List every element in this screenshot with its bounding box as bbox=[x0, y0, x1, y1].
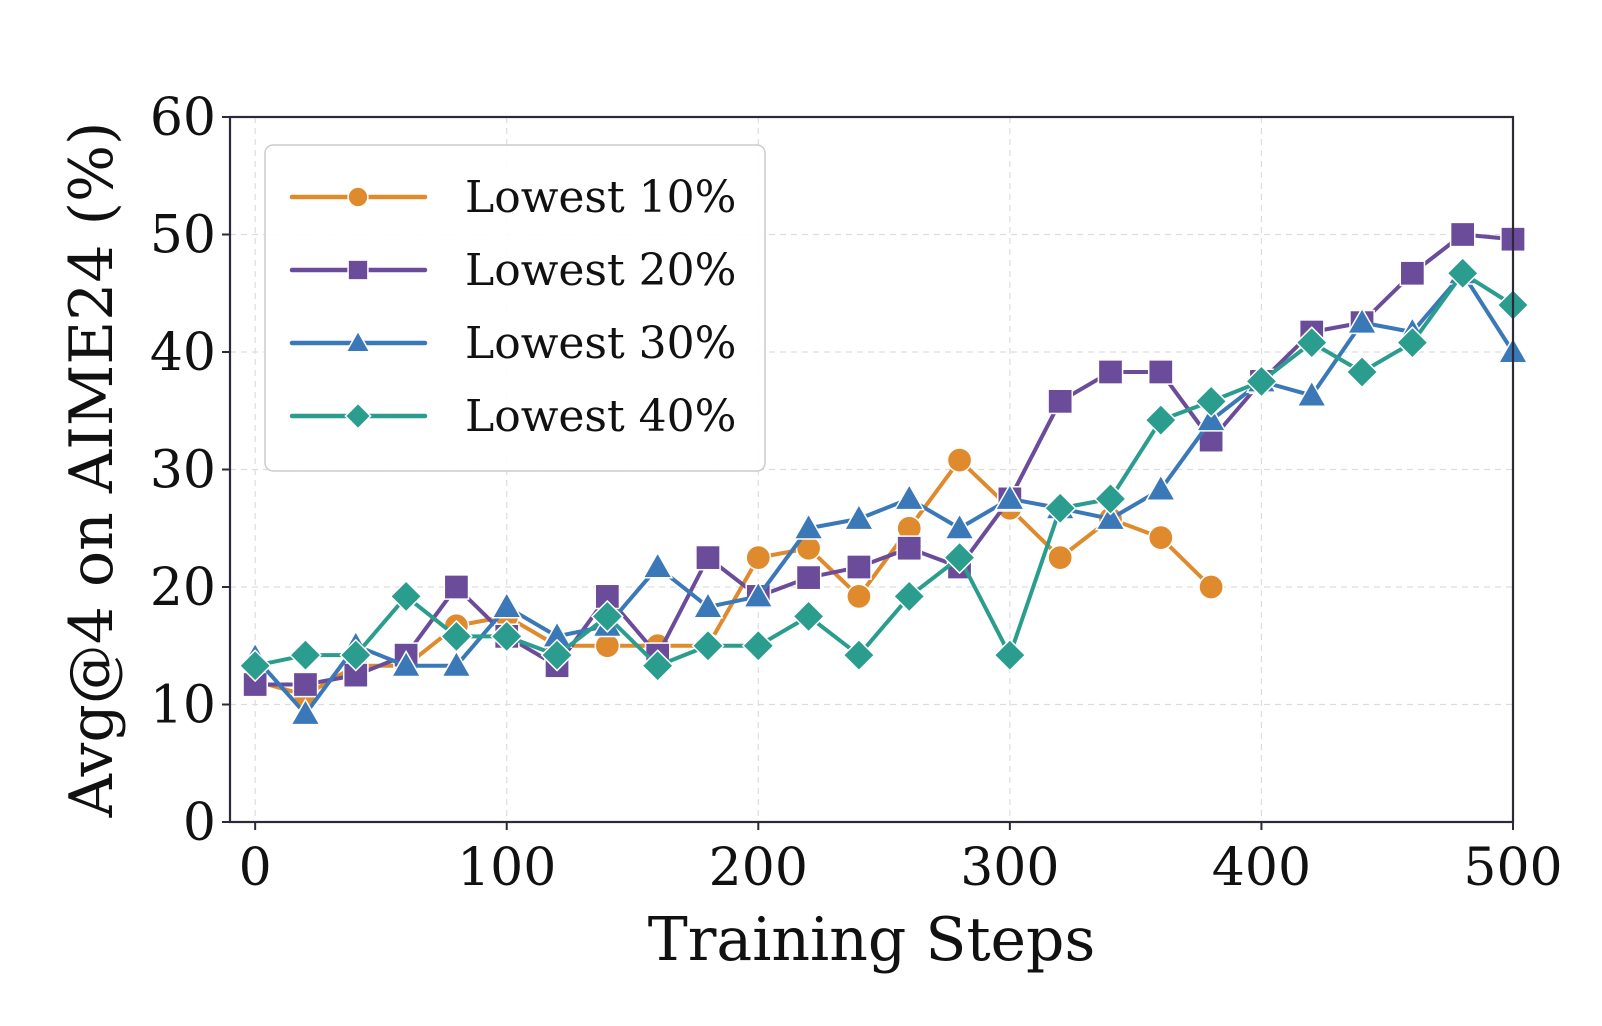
legend-frame bbox=[264, 144, 766, 472]
data-point-lowest-40 bbox=[1295, 326, 1329, 360]
y-tick-label: 60 bbox=[150, 88, 216, 148]
data-point-lowest-10 bbox=[946, 447, 973, 473]
data-point-lowest-30 bbox=[1145, 473, 1177, 501]
legend-label: Lowest 40% bbox=[465, 391, 736, 442]
data-point-lowest-30 bbox=[994, 483, 1026, 511]
data-point-lowest-40 bbox=[1194, 384, 1228, 418]
data-point-lowest-30 bbox=[1296, 379, 1328, 407]
data-point-lowest-40 bbox=[289, 638, 322, 672]
data-point-lowest-40 bbox=[1094, 482, 1127, 516]
data-point-lowest-40 bbox=[490, 619, 524, 653]
legend-item-lowest-30: Lowest 30% bbox=[289, 318, 736, 369]
data-point-lowest-40 bbox=[892, 579, 926, 613]
data-point-lowest-40 bbox=[389, 579, 423, 613]
data-point-lowest-30 bbox=[642, 551, 674, 579]
x-tick-label: 200 bbox=[709, 838, 808, 898]
data-point-lowest-30 bbox=[843, 503, 875, 531]
legend-label: Lowest 10% bbox=[465, 172, 736, 223]
data-point-lowest-30 bbox=[692, 591, 724, 619]
x-axis-title: Training Steps bbox=[648, 905, 1096, 975]
legend-swatch-marker bbox=[347, 259, 369, 281]
x-tick-label: 0 bbox=[239, 838, 272, 898]
y-tick-label: 40 bbox=[150, 323, 216, 383]
data-point-lowest-30 bbox=[491, 591, 523, 619]
legend-swatch-marker bbox=[347, 186, 369, 208]
data-point-lowest-40 bbox=[741, 629, 775, 663]
data-point-lowest-40 bbox=[792, 599, 826, 633]
data-point-lowest-20 bbox=[1047, 388, 1074, 415]
data-point-lowest-30 bbox=[390, 649, 422, 678]
legend-swatch-marker bbox=[344, 402, 372, 430]
legend-item-lowest-10: Lowest 10% bbox=[289, 172, 736, 223]
data-point-lowest-30 bbox=[440, 649, 473, 678]
data-point-lowest-20 bbox=[795, 564, 822, 591]
data-point-lowest-20 bbox=[695, 544, 721, 571]
axes: 0 100 200 300 400 500 0 10 20 30 40 50 60 bbox=[150, 88, 1563, 898]
data-point-lowest-20 bbox=[1147, 359, 1174, 385]
legend-item-lowest-40: Lowest 40% bbox=[289, 391, 736, 442]
data-point-lowest-30 bbox=[1195, 404, 1227, 432]
y-axis-title: Avg@4 on AIME24 (%) bbox=[57, 122, 127, 819]
x-tick-label: 500 bbox=[1463, 838, 1562, 898]
data-point-lowest-20 bbox=[1449, 221, 1476, 248]
data-point-lowest-40 bbox=[1043, 491, 1077, 525]
data-point-lowest-40 bbox=[943, 541, 977, 575]
data-point-lowest-10 bbox=[745, 544, 772, 571]
data-point-lowest-40 bbox=[439, 619, 473, 653]
data-point-lowest-40 bbox=[1395, 326, 1429, 360]
data-point-lowest-10 bbox=[846, 583, 872, 610]
y-tick-label: 30 bbox=[150, 441, 216, 501]
data-point-lowest-30 bbox=[793, 512, 825, 540]
data-point-lowest-10 bbox=[1147, 524, 1174, 551]
data-point-lowest-20 bbox=[896, 535, 923, 562]
data-point-lowest-40 bbox=[1446, 256, 1480, 290]
data-point-lowest-40 bbox=[993, 638, 1027, 672]
data-point-lowest-40 bbox=[540, 638, 574, 672]
x-tick-label: 100 bbox=[457, 838, 556, 898]
data-point-lowest-40 bbox=[339, 638, 373, 672]
legend: Lowest 10% Lowest 20% Lowest 30% Lowest 40% bbox=[264, 144, 766, 472]
data-point-lowest-20 bbox=[1399, 260, 1426, 287]
series-lowest-40 bbox=[238, 256, 1530, 683]
data-point-lowest-30 bbox=[289, 698, 322, 726]
data-point-lowest-20 bbox=[1097, 359, 1124, 385]
series-layer bbox=[238, 221, 1530, 726]
data-point-lowest-30 bbox=[742, 580, 774, 608]
x-tick-label: 300 bbox=[960, 838, 1059, 898]
data-point-lowest-40 bbox=[1244, 364, 1278, 398]
data-point-lowest-30 bbox=[1094, 503, 1127, 531]
legend-label: Lowest 30% bbox=[465, 318, 736, 369]
data-point-lowest-40 bbox=[590, 599, 624, 633]
data-point-lowest-40 bbox=[641, 649, 675, 683]
y-tick-label: 10 bbox=[150, 676, 216, 736]
legend-item-lowest-20: Lowest 20% bbox=[289, 245, 736, 296]
data-point-lowest-30 bbox=[893, 483, 925, 511]
legend-label: Lowest 20% bbox=[465, 245, 736, 296]
y-tick-label: 0 bbox=[183, 793, 216, 853]
data-point-lowest-10 bbox=[594, 632, 621, 659]
data-point-lowest-40 bbox=[1144, 403, 1178, 437]
series-line-lowest-30 bbox=[253, 271, 1515, 716]
data-point-lowest-30 bbox=[1346, 306, 1378, 335]
data-point-lowest-40 bbox=[1345, 355, 1379, 389]
data-point-lowest-10 bbox=[1198, 574, 1224, 600]
y-tick-label: 50 bbox=[150, 206, 216, 266]
data-point-lowest-40 bbox=[691, 629, 725, 663]
data-point-lowest-20 bbox=[443, 574, 470, 600]
y-tick-label: 20 bbox=[150, 558, 216, 618]
data-point-lowest-10 bbox=[1047, 544, 1074, 571]
data-point-lowest-40 bbox=[238, 649, 272, 683]
legend-swatch-marker bbox=[345, 329, 371, 353]
x-tick-label: 400 bbox=[1212, 838, 1311, 898]
data-point-lowest-20 bbox=[292, 671, 319, 698]
data-point-lowest-20 bbox=[846, 554, 872, 580]
data-point-lowest-40 bbox=[842, 638, 876, 672]
data-point-lowest-30 bbox=[943, 512, 976, 540]
